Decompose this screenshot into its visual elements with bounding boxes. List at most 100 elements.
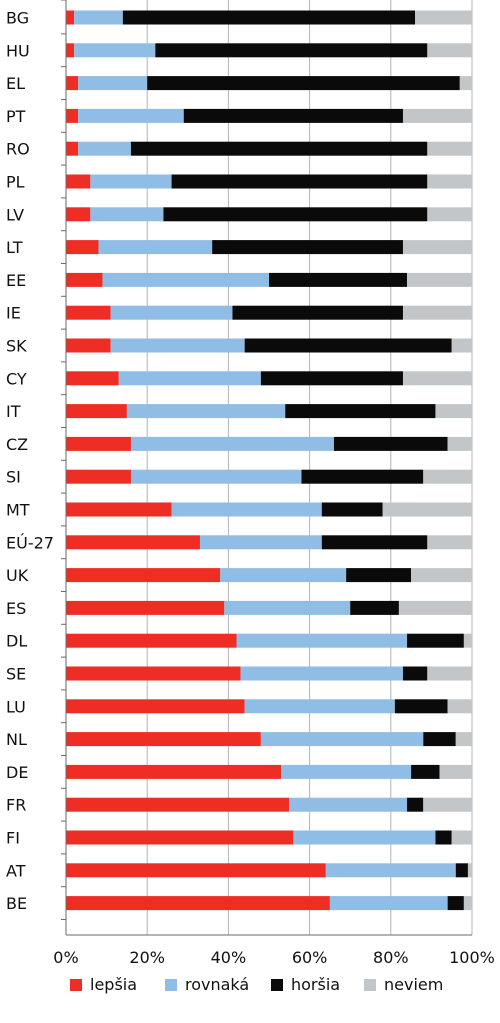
category-label: FR [6,796,26,815]
bar-segment [66,469,131,484]
category-label: SI [6,468,21,487]
bar-segment [212,240,403,255]
bar-segment [66,305,111,320]
category-label: HU [6,41,30,60]
bar-segment [66,240,99,255]
bar-segment [459,76,472,91]
bar-segment [447,699,472,714]
bar-segment [171,174,428,189]
bar-segment [411,764,440,779]
bar-segment [66,404,127,419]
bar-segment [467,863,472,878]
bar-segment [411,568,472,583]
bar-segment [463,896,472,911]
bar-segment [122,10,416,25]
bar-segment [78,76,148,91]
bar-segment [435,404,472,419]
category-label: CY [6,369,27,388]
bar-segment [394,699,448,714]
bar-segment [427,43,472,58]
category-label: UK [6,566,29,585]
bar-segment [220,568,347,583]
bar-segment [102,272,269,287]
bar-segment [329,896,448,911]
axes [61,0,472,936]
bar-segment [199,535,322,550]
bar-segment [66,568,221,583]
category-label: DL [6,632,27,651]
bar-segment [66,863,326,878]
bar-segment [98,240,213,255]
bar-segment [333,436,448,451]
bar-segment [321,535,428,550]
legend-swatch [165,979,177,991]
bar-segment [301,469,424,484]
category-label: LV [6,205,24,224]
bar-segment [402,371,472,386]
bar-segment [66,272,103,287]
bar-segment [407,633,464,648]
bar-segment [260,371,403,386]
bar-segment [447,896,464,911]
legend: lepšia rovnaká horšia neviem [70,975,443,994]
bar-segment [232,305,403,320]
bar-segment [66,371,119,386]
bar-segment [66,764,282,779]
bar-segment [66,600,225,615]
legend-swatch [70,979,82,991]
category-label: ES [6,599,26,618]
bar-segment [66,896,330,911]
bar-segment [66,76,79,91]
bar-segment [66,10,75,25]
category-label: BG [6,9,29,28]
bar-segment [244,699,395,714]
bar-segment [415,10,472,25]
category-label: PL [6,173,25,192]
bar-segment [110,338,245,353]
bar-segment [236,633,408,648]
bar-segment [423,469,472,484]
bar-segment [451,338,472,353]
bar-segment [163,207,428,222]
x-tick-label: 80% [373,948,409,967]
bar-segment [130,141,428,156]
bar-segment [66,174,91,189]
bar-segment [66,108,79,123]
bar-segment [407,797,424,812]
bar-segment [183,108,403,123]
bar-segment [260,732,424,747]
bar-segment [74,10,123,25]
category-label: NL [6,730,27,749]
bar-segment [281,764,412,779]
category-label: IT [6,402,21,421]
bar-segment [435,830,452,845]
bar-segment [66,732,261,747]
bar-segment [285,404,436,419]
bar-segment [155,43,428,58]
legend-swatch [271,979,283,991]
bar-segment [66,43,75,58]
category-label: EÚ-27 [6,533,54,552]
category-label: IE [6,304,21,323]
bar-segment [78,108,184,123]
category-label: DE [6,763,28,782]
bar-segment [118,371,261,386]
category-label: AT [6,861,26,880]
bar-segment [240,666,403,681]
bar-segment [439,764,472,779]
bar-segment [293,830,436,845]
bar-segment [78,141,131,156]
category-label: BE [6,894,27,913]
bar-segment [244,338,452,353]
bar-segment [171,502,322,517]
category-label: FI [6,829,20,848]
category-label: EE [6,271,26,290]
bar-segment [350,600,399,615]
category-label: MT [6,501,30,520]
category-label: SE [6,665,26,684]
bar-segment [423,797,472,812]
bar-segment [447,436,472,451]
bar-segment [110,305,233,320]
category-label: LT [6,238,23,257]
